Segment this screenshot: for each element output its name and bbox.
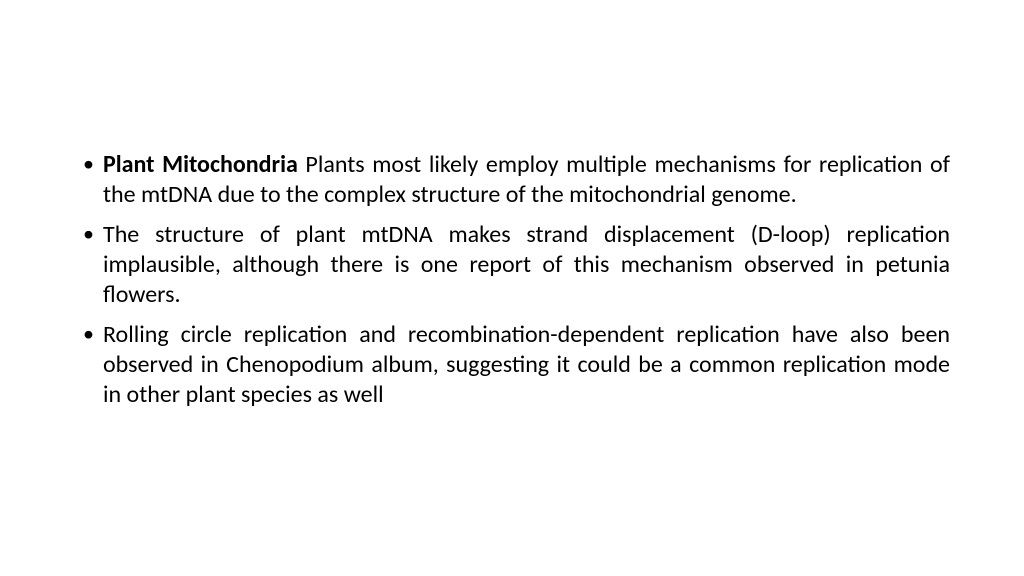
list-item: The structure of plant mtDNA makes stran… (75, 220, 950, 310)
bullet-text: The structure of plant mtDNA makes stran… (103, 220, 950, 309)
list-item: Plant Mitochondria Plants most likely em… (75, 150, 950, 210)
slide-body: Plant Mitochondria Plants most likely em… (75, 150, 950, 420)
bullet-list: Plant Mitochondria Plants most likely em… (75, 150, 950, 410)
bullet-text: Rolling circle replication and recombina… (103, 320, 950, 409)
list-item: Rolling circle replication and recombina… (75, 320, 950, 410)
bullet-bold-prefix: Plant Mitochondria (103, 150, 298, 179)
